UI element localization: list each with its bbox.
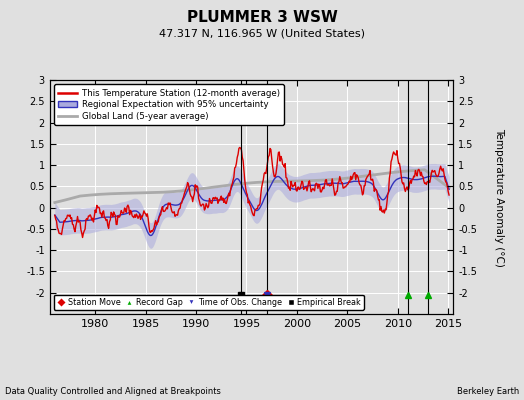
Text: Data Quality Controlled and Aligned at Breakpoints: Data Quality Controlled and Aligned at B… [5, 387, 221, 396]
Text: 47.317 N, 116.965 W (United States): 47.317 N, 116.965 W (United States) [159, 28, 365, 38]
Y-axis label: Temperature Anomaly (°C): Temperature Anomaly (°C) [494, 128, 504, 266]
Text: Berkeley Earth: Berkeley Earth [456, 387, 519, 396]
Text: PLUMMER 3 WSW: PLUMMER 3 WSW [187, 10, 337, 25]
Legend: Station Move, Record Gap, Time of Obs. Change, Empirical Break: Station Move, Record Gap, Time of Obs. C… [54, 294, 364, 310]
